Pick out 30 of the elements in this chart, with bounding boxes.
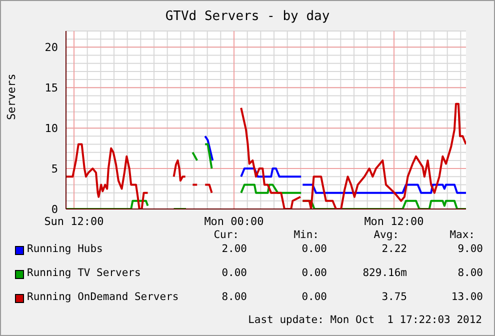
y-tick-label: 10 — [44, 122, 58, 135]
y-tick-label: 0 — [51, 202, 58, 216]
y-tick-label: 15 — [44, 82, 58, 95]
text: 13.00 — [451, 291, 483, 303]
text: Max: — [450, 229, 475, 241]
text: 2.22 — [380, 243, 407, 255]
text: 8.00 — [222, 291, 247, 303]
text: 0.00 — [220, 267, 247, 279]
text: 0.00 — [300, 291, 327, 303]
y-axis-title: Servers — [4, 74, 18, 120]
x-tick-label: Sun 12:00 — [44, 214, 104, 228]
chart-title: GTVd Servers - by day — [164, 9, 331, 24]
x-tick-label: Mon 12:00 — [364, 214, 424, 228]
legend-label: Running OnDemand Servers — [27, 291, 179, 303]
text: 3.75 — [380, 291, 407, 303]
text: Cur: — [212, 229, 239, 241]
text: Min: — [292, 229, 319, 241]
y-tick-label: 20 — [44, 41, 58, 54]
text: 0.00 — [300, 243, 327, 255]
text: 829.16m — [362, 267, 407, 279]
text: Last update: Mon Oct 1 17:22:03 2012 — [248, 314, 482, 326]
x-tick-label: Mon 00:00 — [204, 214, 264, 228]
y-tick-label: 5 — [51, 162, 58, 176]
text: 2.00 — [220, 243, 247, 255]
text: 9.00 — [458, 243, 483, 255]
text: Avg: — [372, 229, 399, 241]
legend-label: Running TV Servers — [27, 267, 141, 279]
legend-label: Running Hubs — [27, 243, 103, 255]
text: 8.00 — [458, 267, 483, 279]
text: 0.00 — [300, 267, 327, 279]
